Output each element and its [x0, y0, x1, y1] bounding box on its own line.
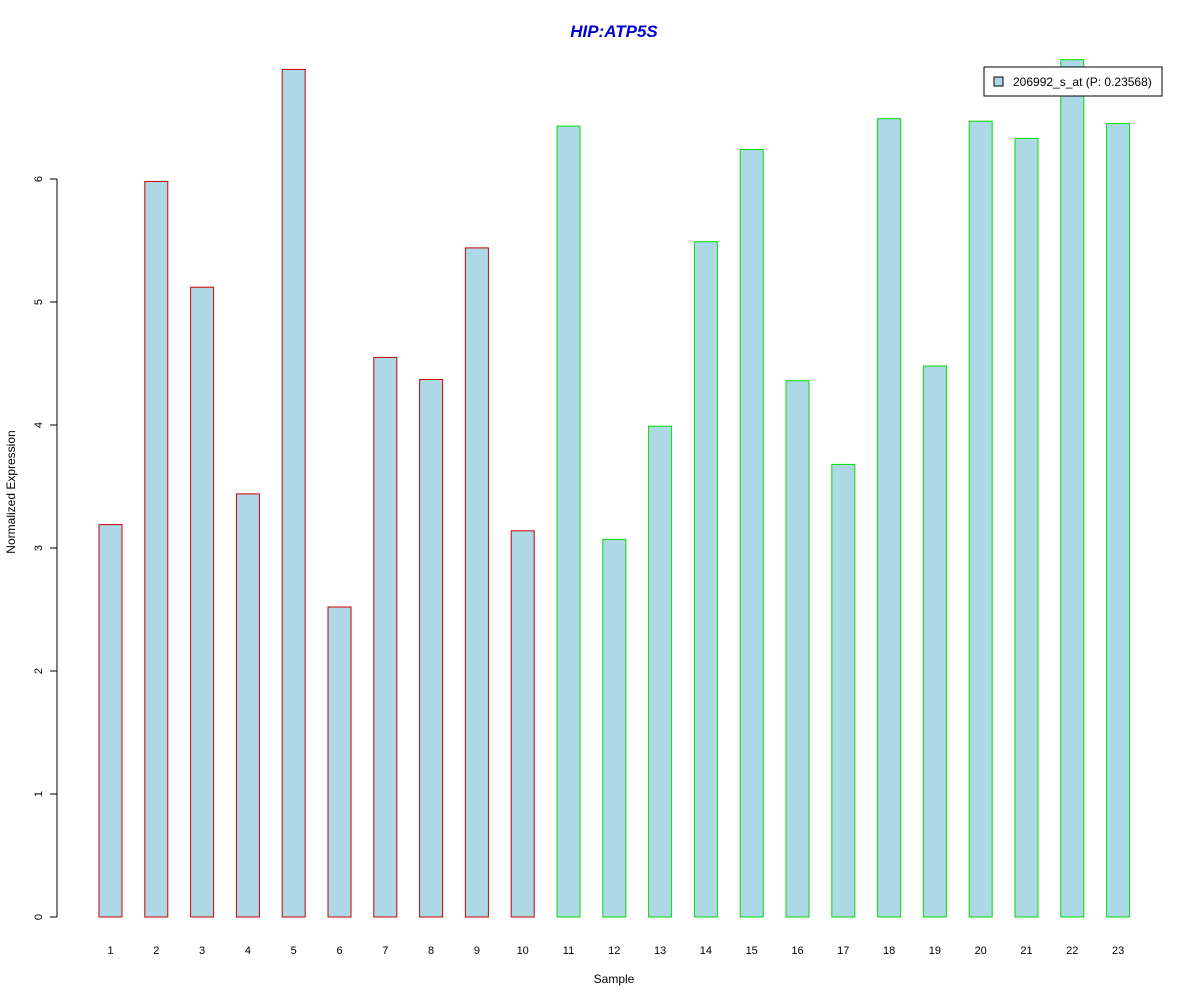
- y-axis: 0 1 2 3 4 5 6: [33, 176, 58, 920]
- bars: [98, 59, 1131, 918]
- x-tick-label: 15: [746, 945, 758, 957]
- legend: 206992_s_at (P: 0.23568): [983, 66, 1163, 97]
- x-tick-label: 1: [107, 945, 113, 957]
- y-tick-label: 3: [33, 545, 45, 551]
- y-tick-label: 1: [33, 791, 45, 797]
- x-axis-label: Sample: [594, 972, 635, 986]
- bar-sample-8: [419, 379, 444, 918]
- bar-sample-14: [693, 241, 718, 918]
- bar-sample-15: [739, 149, 764, 918]
- x-tick-label: 20: [975, 945, 987, 957]
- bar-sample-21: [1014, 137, 1039, 918]
- x-tick-label: 12: [608, 945, 620, 957]
- x-tick-labels: 1 2 3 4 5 6 7 8 9 10 11 12 13 14 15 16 17 18 19 20 21 22 23: [107, 945, 1124, 957]
- bar-sample-23: [1106, 123, 1131, 918]
- bar-sample-20: [968, 120, 993, 918]
- y-tick-label: 2: [33, 668, 45, 674]
- x-tick-label: 22: [1066, 945, 1078, 957]
- bar-sample-3: [190, 286, 215, 918]
- bar-sample-16: [785, 380, 810, 918]
- x-tick-label: 2: [153, 945, 159, 957]
- bar-sample-9: [464, 247, 489, 918]
- y-tick-label: 4: [33, 422, 45, 428]
- x-tick-label: 19: [929, 945, 941, 957]
- bar-sample-10: [510, 530, 535, 918]
- x-tick-label: 18: [883, 945, 895, 957]
- y-axis-label: Normalized Expression: [4, 430, 18, 553]
- x-tick-label: 13: [654, 945, 666, 957]
- bar-sample-22: [1060, 59, 1085, 918]
- bar-sample-1: [98, 524, 123, 918]
- legend-label: 206992_s_at (P: 0.23568): [1013, 75, 1152, 89]
- legend-box: [983, 66, 1163, 97]
- bar-sample-13: [648, 425, 673, 918]
- bar-sample-12: [602, 538, 627, 918]
- bar-sample-7: [373, 356, 398, 918]
- bar-sample-17: [831, 463, 856, 918]
- x-tick-label: 11: [563, 945, 574, 957]
- x-tick-label: 3: [199, 945, 205, 957]
- x-tick-label: 6: [336, 945, 342, 957]
- y-tick-label: 5: [33, 299, 45, 305]
- x-tick-label: 10: [517, 945, 529, 957]
- y-tick-label: 0: [33, 914, 45, 920]
- x-tick-label: 16: [791, 945, 803, 957]
- bar-sample-19: [922, 365, 947, 918]
- x-tick-label: 5: [291, 945, 297, 957]
- x-tick-label: 7: [382, 945, 388, 957]
- bar-sample-18: [877, 118, 902, 918]
- x-tick-label: 9: [474, 945, 480, 957]
- x-tick-label: 23: [1112, 945, 1124, 957]
- x-tick-label: 4: [245, 945, 251, 957]
- x-tick-label: 8: [428, 945, 434, 957]
- x-tick-label: 17: [837, 945, 849, 957]
- bar-sample-6: [327, 606, 352, 918]
- chart-title: HIP:ATP5S: [570, 22, 658, 41]
- bar-sample-5: [281, 69, 306, 918]
- x-tick-label: 21: [1020, 945, 1032, 957]
- x-tick-label: 14: [700, 945, 712, 957]
- bar-sample-2: [144, 181, 169, 918]
- y-tick-label: 6: [33, 176, 45, 182]
- bar-sample-11: [556, 125, 581, 918]
- bar-sample-4: [235, 493, 260, 918]
- legend-swatch: [993, 76, 1004, 87]
